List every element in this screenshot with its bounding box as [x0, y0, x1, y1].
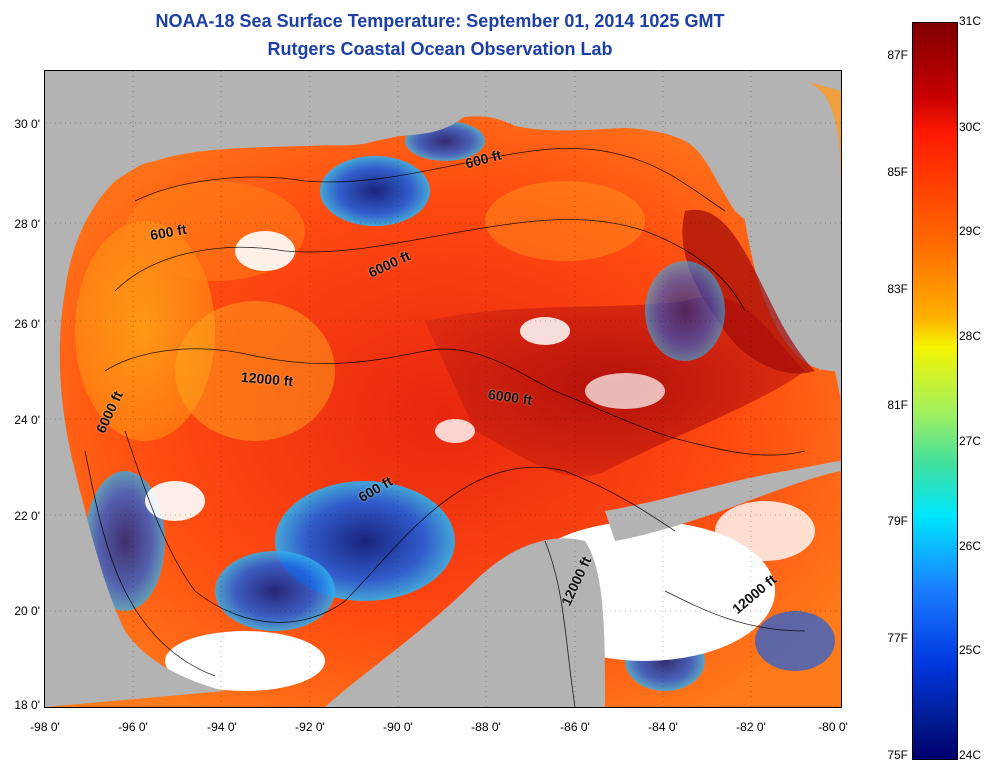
colorbar-label-79f: 79F	[887, 514, 908, 528]
lon-label-94: -94 0'	[207, 720, 237, 734]
lon-label-80: -80 0'	[818, 720, 848, 734]
land-us-coast	[45, 71, 841, 301]
colorbar-label-29c: 29C	[959, 224, 982, 238]
lon-label-92: -92 0'	[295, 720, 325, 734]
warm-band-florida	[682, 209, 815, 374]
title-line-2: Rutgers Coastal Ocean Observation Lab	[267, 39, 613, 59]
land-cuba	[605, 461, 841, 541]
lon-label-86: -86 0'	[560, 720, 590, 734]
lon-label-96: -96 0'	[118, 720, 148, 734]
colorbar-label-83f: 83F	[887, 282, 908, 296]
title-line-1: NOAA-18 Sea Surface Temperature: Septemb…	[155, 11, 725, 31]
temperature-colorbar	[912, 22, 958, 760]
colorbar-label-87f: 87F	[887, 48, 908, 62]
colorbar-label-26c: 26C	[959, 539, 982, 553]
colorbar-label-28c: 28C	[959, 329, 982, 343]
colorbar-label-25c: 25C	[959, 643, 982, 657]
lat-label-22: 22 0'	[14, 509, 40, 523]
lon-label-88: -88 0'	[471, 720, 501, 734]
colorbar-label-27c: 27C	[959, 434, 982, 448]
lat-label-18: 18 0'	[14, 698, 40, 712]
colorbar-label-31c: 31C	[959, 14, 982, 28]
sst-map-graphic	[45, 71, 841, 707]
lat-label-26: 26 0'	[14, 317, 40, 331]
sst-map: 600 ft 600 ft 6000 ft 12000 ft 6000 ft 6…	[44, 70, 842, 708]
colorbar-label-81f: 81F	[887, 398, 908, 412]
colorbar-label-85f: 85F	[887, 165, 908, 179]
land-mexico	[45, 291, 225, 707]
land-yucatan	[325, 538, 605, 707]
colorbar-label-30c: 30C	[959, 120, 982, 134]
lon-label-90: -90 0'	[383, 720, 413, 734]
colorbar-label-77f: 77F	[887, 631, 908, 645]
lat-label-24: 24 0'	[14, 413, 40, 427]
lat-label-30: 30 0'	[14, 117, 40, 131]
lat-label-20: 20 0'	[14, 604, 40, 618]
lon-label-84: -84 0'	[648, 720, 678, 734]
colorbar-label-24c: 24C	[959, 748, 982, 762]
lon-label-82: -82 0'	[736, 720, 766, 734]
land-florida	[778, 91, 832, 371]
lon-label-98: -98 0'	[30, 720, 60, 734]
colorbar-label-75f: 75F	[887, 748, 908, 762]
lat-label-28: 28 0'	[14, 217, 40, 231]
